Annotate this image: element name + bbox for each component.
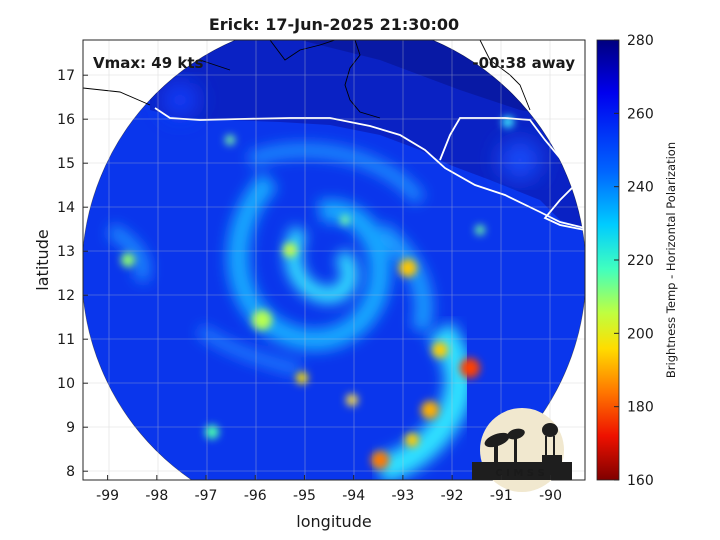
water-tower-icon xyxy=(542,423,562,462)
y-axis-label: latitude xyxy=(33,229,52,290)
y-tick-label: 16 xyxy=(57,112,75,128)
y-tick-label: 8 xyxy=(66,464,75,480)
x-tick-label: -96 xyxy=(244,488,267,504)
satellite-dish-icon xyxy=(484,428,525,462)
colorbar-tick-label: 220 xyxy=(627,253,654,269)
y-tick-label: 15 xyxy=(57,156,75,172)
y-tick-label: 17 xyxy=(57,68,75,84)
country-border-guatemala xyxy=(543,184,585,231)
y-axis: 8 9 10 11 12 13 14 15 16 17 xyxy=(57,68,88,480)
y-tick-label: 9 xyxy=(66,420,75,436)
plot-frame xyxy=(82,39,586,481)
x-tick-label: -93 xyxy=(391,488,414,504)
x-axis: -99 -98 -97 -96 -95 -94 -93 -92 -91 -90 xyxy=(96,475,562,504)
pacific-coastline xyxy=(154,107,585,229)
grid xyxy=(83,40,585,480)
x-tick-label: -99 xyxy=(96,488,119,504)
x-tick-label: -90 xyxy=(539,488,562,504)
y-tick-label: 12 xyxy=(57,288,75,304)
time-away-label: -00:38 away xyxy=(472,54,575,72)
brightness-temp-swath xyxy=(83,40,585,480)
colorbar-tick-label: 240 xyxy=(627,180,654,196)
y-tick-label: 13 xyxy=(57,244,75,260)
colorbar: 280 260 240 220 200 180 160 Brightness Temp - … xyxy=(596,33,678,489)
colorbar-tick-label: 280 xyxy=(627,33,654,49)
colorbar-tick-label: 160 xyxy=(627,473,654,489)
country-border-mexico-guatemala xyxy=(439,117,585,187)
plot-area: Vmax: 49 kts -00:38 away C I M S S xyxy=(82,39,586,492)
colorbar-tick-label: 260 xyxy=(627,106,654,122)
x-tick-label: -95 xyxy=(293,488,316,504)
colorbar-tick-label: 200 xyxy=(627,326,654,342)
cimss-logo: C I M S S xyxy=(472,408,572,492)
logo-text: C I M S S xyxy=(495,468,544,479)
vmax-label: Vmax: 49 kts xyxy=(93,54,203,72)
coastlines xyxy=(154,107,585,231)
y-tick-label: 11 xyxy=(57,332,75,348)
x-tick-label: -94 xyxy=(342,488,365,504)
x-tick-label: -97 xyxy=(195,488,218,504)
y-tick-label: 10 xyxy=(57,376,75,392)
spiral-band-outer xyxy=(227,172,392,351)
x-tick-label: -92 xyxy=(441,488,464,504)
x-axis-label: longitude xyxy=(296,512,371,531)
colorbar-tick-label: 180 xyxy=(627,400,654,416)
x-tick-label: -98 xyxy=(145,488,168,504)
y-tick-label: 14 xyxy=(57,200,75,216)
map-title: Erick: 17-Jun-2025 21:30:00 xyxy=(209,15,459,34)
x-tick-label: -91 xyxy=(490,488,513,504)
colorbar-label: Brightness Temp - Horizontal Polarizatio… xyxy=(664,142,678,378)
